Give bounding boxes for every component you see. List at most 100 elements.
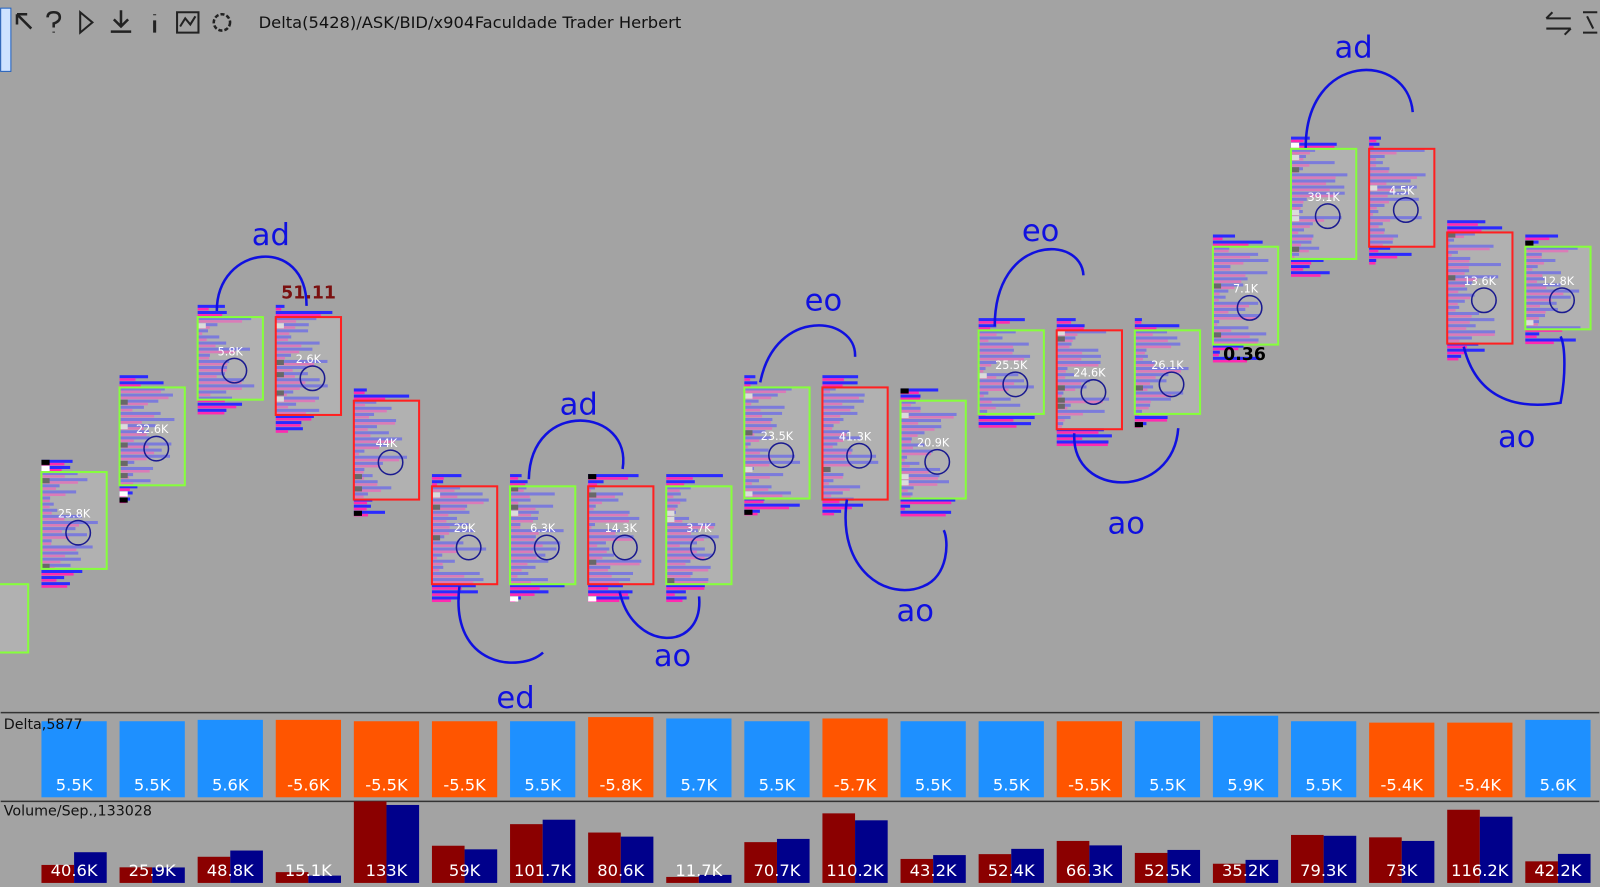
volume-bar xyxy=(822,813,856,883)
chart-icon[interactable] xyxy=(176,11,200,34)
volume-bar xyxy=(666,876,699,883)
profile-row xyxy=(353,397,386,401)
volume-panel: 40.6K 25.9K 48.8K 15.1K 133K 59K 101.7K 80.6K 11… xyxy=(41,801,1591,883)
volume-label: 43.2K xyxy=(910,861,958,880)
delta-bar xyxy=(666,718,732,798)
profile-row xyxy=(1447,357,1459,361)
profile-row xyxy=(353,510,386,514)
play-icon[interactable] xyxy=(79,10,95,35)
profile-row xyxy=(744,500,764,504)
annotations: ad 51.11 ad ed ao eo ao eo ao ad 0.36 ao xyxy=(252,30,1536,715)
volume-bar xyxy=(1167,849,1201,883)
volume-label: 25.9K xyxy=(129,861,177,880)
profile-row xyxy=(1056,324,1085,328)
profile-row xyxy=(431,587,462,590)
profile-row xyxy=(353,391,365,395)
delta-bar xyxy=(900,721,966,798)
profile-row xyxy=(900,388,909,394)
level-marker xyxy=(1158,371,1185,398)
profile-row xyxy=(1525,332,1540,336)
profile-row xyxy=(431,474,462,478)
candle-label: 39.1K xyxy=(1307,191,1340,204)
arrow-icon[interactable] xyxy=(15,12,33,30)
volume-bar xyxy=(1479,816,1513,883)
annotation: ao xyxy=(896,594,933,629)
volume-bar xyxy=(933,855,966,883)
profile-row xyxy=(1056,440,1109,444)
volume-bar xyxy=(1212,863,1246,883)
profile-row xyxy=(1369,249,1379,253)
annotation: ao xyxy=(1108,507,1145,542)
volume-bar xyxy=(1134,852,1168,883)
volume-bar xyxy=(510,824,543,883)
candle-label: 4.5K xyxy=(1389,185,1415,198)
level-marker xyxy=(1549,287,1576,314)
delta-label: -5.4K xyxy=(1380,776,1424,795)
profile-row xyxy=(1056,437,1083,440)
candle-label: 22.6K xyxy=(136,423,169,436)
annotation: ed xyxy=(496,681,534,716)
level-marker xyxy=(65,519,92,546)
volume-label: 133K xyxy=(366,861,409,880)
delta-label: 5.6K xyxy=(212,776,250,795)
settings-icon[interactable] xyxy=(212,12,232,32)
profile-row xyxy=(41,468,62,472)
level-marker xyxy=(221,357,248,384)
profile-row xyxy=(978,419,1014,422)
candle-box xyxy=(430,485,499,586)
profile-row xyxy=(275,307,282,311)
profile-row xyxy=(1447,229,1482,232)
volume-label: 48.8K xyxy=(207,861,255,880)
candle-label: 23.5K xyxy=(761,430,794,443)
download-icon[interactable] xyxy=(110,10,132,33)
profile-row xyxy=(510,596,519,602)
profile-row xyxy=(510,584,565,588)
level-marker xyxy=(611,534,638,561)
profile-row xyxy=(666,590,686,594)
profile-row xyxy=(431,477,444,480)
zoom-icon[interactable] xyxy=(1583,11,1598,34)
profile-row xyxy=(353,388,367,392)
candle-label: 25.5K xyxy=(995,359,1028,372)
profile-row xyxy=(1134,324,1180,328)
profile-row xyxy=(431,483,438,486)
profile-row xyxy=(1447,345,1467,349)
profile-row xyxy=(197,310,227,315)
profile-row xyxy=(822,378,844,381)
candle-label: 41.3K xyxy=(839,430,872,443)
volume-label: 52.5K xyxy=(1144,861,1192,880)
profile-row xyxy=(1056,318,1076,322)
delta-label: -5.8K xyxy=(600,776,644,795)
swap-icon[interactable] xyxy=(1545,11,1572,36)
volume-label: 59K xyxy=(449,861,482,880)
profile-row xyxy=(197,402,243,406)
delta-label: -5.5K xyxy=(443,776,487,795)
profile-row xyxy=(666,584,705,588)
profile-row xyxy=(510,477,519,480)
profile-row xyxy=(1369,246,1391,250)
candle-label: 7.1K xyxy=(1233,283,1259,296)
profile-row xyxy=(119,381,164,385)
profile-row xyxy=(510,587,540,590)
curve xyxy=(215,255,308,311)
profile-row xyxy=(41,462,65,466)
delta-bar xyxy=(744,721,810,798)
profile-row xyxy=(510,480,528,484)
delta-bar xyxy=(197,719,263,798)
profile-row xyxy=(978,318,1025,322)
volume-label: 35.2K xyxy=(1222,861,1270,880)
candle-label: 26.1K xyxy=(1151,359,1184,372)
help-icon[interactable] xyxy=(46,10,62,33)
candle-box xyxy=(0,583,30,654)
profile-row xyxy=(1369,255,1398,259)
profile-row xyxy=(588,596,597,602)
volume-bar xyxy=(1245,859,1279,883)
profile-row xyxy=(1212,359,1248,363)
curve xyxy=(993,247,1085,327)
delta-label: -5.5K xyxy=(1068,776,1112,795)
volume-label: 40.6K xyxy=(51,861,99,880)
annotation: ad xyxy=(1335,30,1373,65)
candle-label: 25.8K xyxy=(58,507,91,520)
volume-bar xyxy=(1291,834,1324,883)
profile-row xyxy=(1525,335,1537,338)
